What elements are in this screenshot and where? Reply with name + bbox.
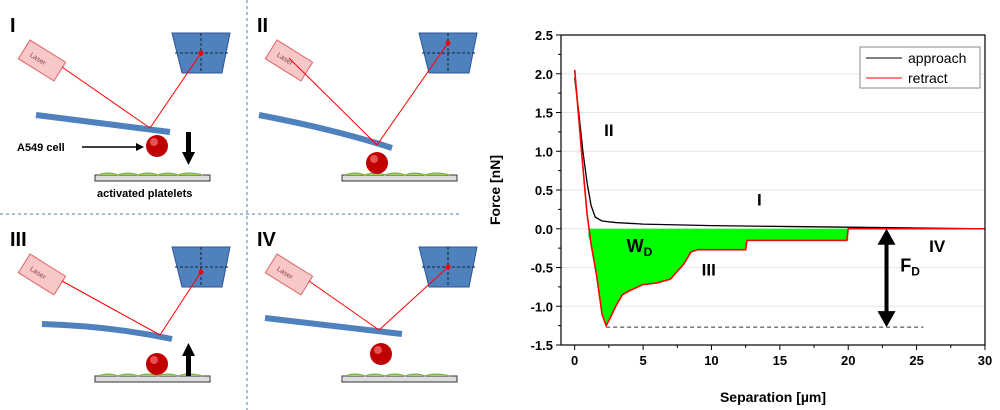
panel-label: III [10, 229, 27, 251]
up-arrow-icon [186, 354, 191, 376]
y-tick-label: 2.5 [535, 28, 553, 43]
arrowhead-down [877, 311, 896, 328]
panel-III: III Laser [10, 229, 231, 383]
series-retract [573, 69, 985, 328]
cell-highlight [374, 346, 382, 354]
laser-icon: Laser [264, 39, 314, 82]
x-tick-label: 0 [571, 353, 578, 368]
cell-highlight [150, 356, 158, 364]
legend-label: retract [908, 70, 948, 86]
legend: approach retract [859, 46, 981, 89]
work-label: WD [627, 236, 653, 259]
laser-spot [198, 269, 204, 275]
x-tick-label: 15 [773, 353, 787, 368]
substrate-label: activated platelets [97, 188, 192, 200]
substrate [341, 174, 458, 182]
laser-icon: Laser [17, 39, 67, 82]
down-arrow-icon [186, 132, 191, 154]
cantilever [35, 112, 171, 135]
x-tick-label: 5 [639, 353, 646, 368]
y-tick-label: -0.5 [531, 261, 553, 276]
substrate [341, 375, 458, 383]
series-approach [574, 77, 986, 230]
y-tick-label: 1.0 [535, 144, 553, 159]
force-label-subscript: D [911, 264, 920, 278]
cell-label: A549 cell [17, 142, 65, 154]
platelets [97, 373, 204, 377]
up-arrowhead [182, 343, 195, 356]
plot-frame [560, 34, 986, 346]
platelets [344, 373, 451, 377]
cell-icon [146, 135, 168, 157]
cantilever [41, 321, 173, 342]
cantilever [264, 315, 403, 337]
x-tick-label: 20 [841, 353, 855, 368]
reflected-beam [376, 42, 449, 146]
panel-label: I [10, 15, 16, 37]
cantilever [258, 112, 393, 151]
laser-body [264, 39, 314, 82]
reflected-beam [159, 271, 202, 336]
y-tick-label: 2.0 [535, 67, 553, 82]
legend-label: approach [908, 50, 966, 66]
cell-highlight [150, 138, 158, 146]
laser-beam [61, 66, 151, 129]
panel-label: IV [257, 229, 277, 251]
y-tick-label: 0.0 [535, 222, 553, 237]
x-tick-label: 25 [909, 353, 923, 368]
cell-icon [370, 343, 392, 365]
cell-highlight [370, 155, 378, 163]
down-arrowhead [182, 152, 195, 165]
laser-spot [445, 40, 451, 46]
y-tick-label: -1.0 [531, 299, 553, 314]
cell-pointer-arrowhead [136, 143, 144, 151]
reflected-beam [149, 52, 202, 129]
region-label: II [604, 121, 613, 140]
laser-body [264, 253, 314, 296]
substrate [94, 375, 211, 383]
panel-label: II [257, 15, 268, 37]
y-tick-label: 1.5 [535, 106, 553, 121]
work-label-main: W [627, 236, 644, 256]
platelets [344, 172, 451, 176]
work-label-subscript: D [644, 245, 653, 259]
legend-box [859, 46, 981, 89]
cell-icon [366, 152, 388, 174]
cell-icon [146, 353, 168, 375]
y-tick-label: 0.5 [535, 183, 553, 198]
laser-body [17, 39, 67, 82]
region-label: III [702, 260, 716, 279]
laser-spot [445, 264, 451, 270]
platelets [97, 172, 204, 176]
x-tick-label: 30 [978, 353, 992, 368]
substrate [94, 174, 211, 182]
laser-icon: Laser [17, 253, 67, 296]
laser-spot [198, 50, 204, 56]
region-label: I [757, 191, 762, 210]
y-tick-label: -1.5 [531, 338, 553, 353]
force-label-main: F [900, 255, 911, 275]
x-axis-label: Separation [µm] [720, 389, 826, 405]
arrowhead-up [877, 228, 896, 245]
reflected-beam [378, 266, 449, 331]
x-tick-label: 10 [704, 353, 718, 368]
region-label: IV [929, 237, 946, 256]
laser-beam [61, 280, 161, 336]
laser-beam [288, 57, 378, 146]
force-label: FD [900, 255, 920, 278]
laser-body [17, 253, 67, 296]
laser-icon: Laser [264, 253, 314, 296]
adhesion-work-area [588, 228, 849, 326]
laser-beam [308, 280, 380, 331]
